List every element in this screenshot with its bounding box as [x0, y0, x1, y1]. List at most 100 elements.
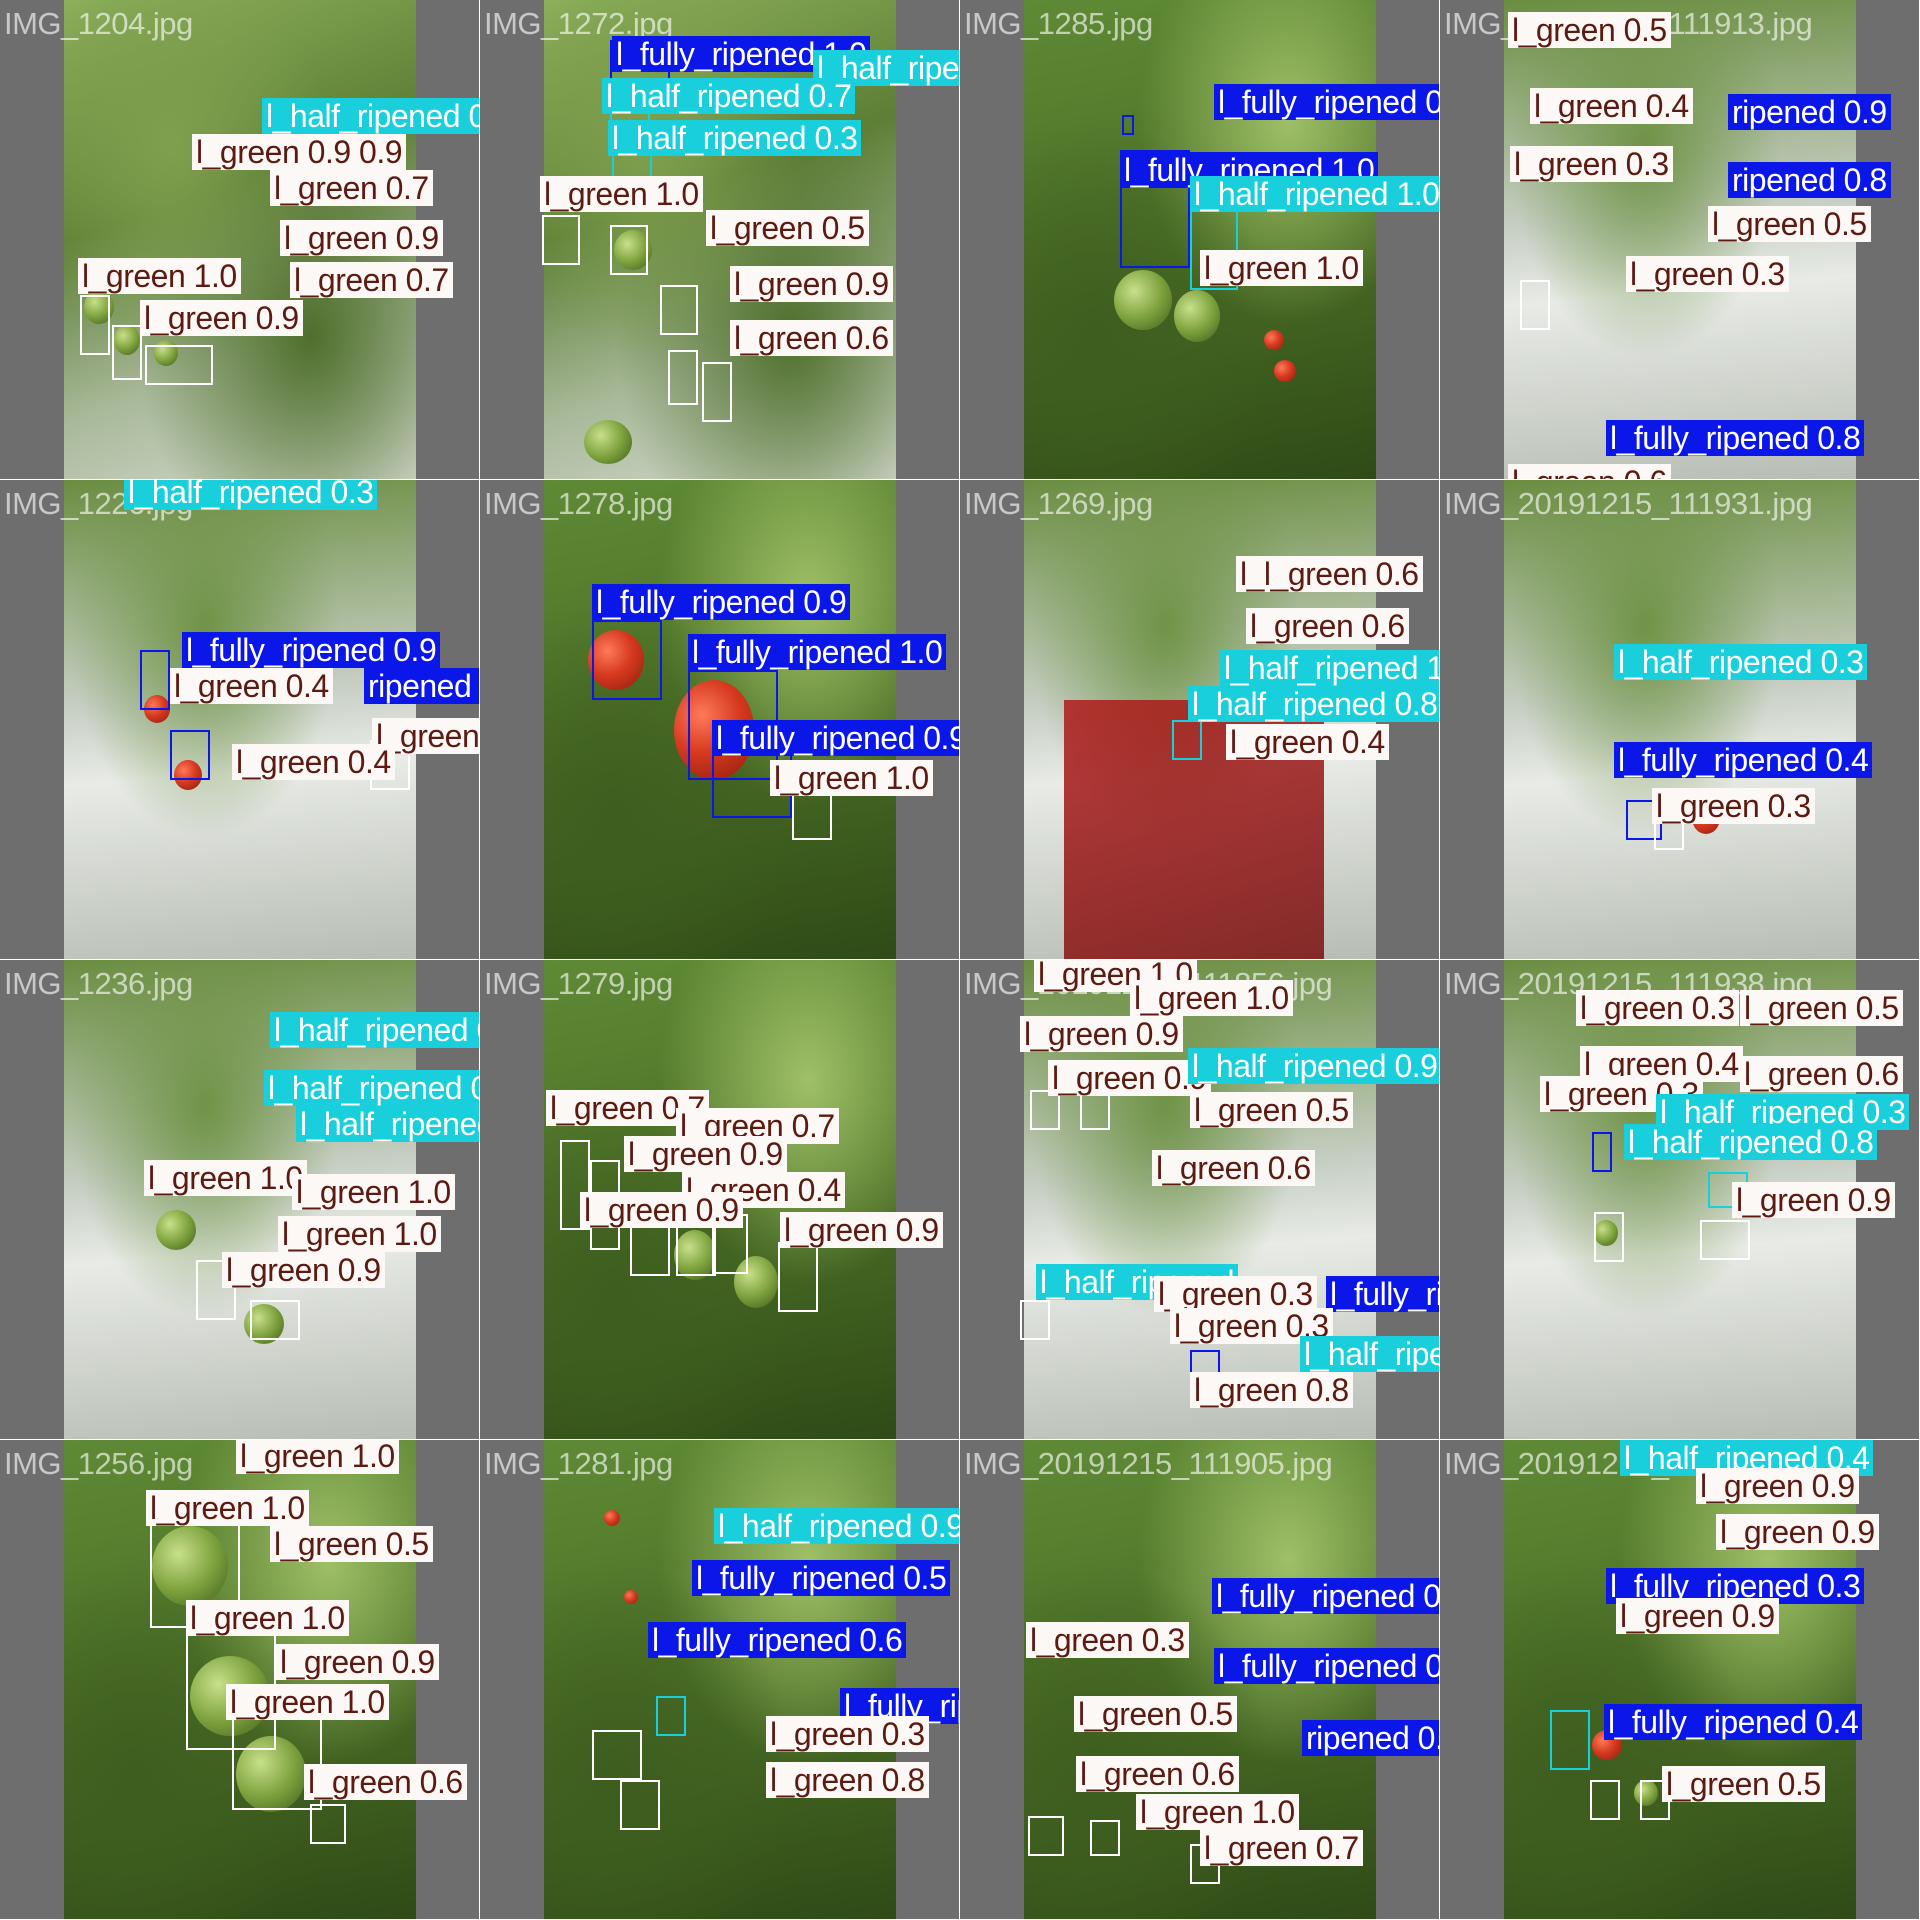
detection-label: l_green 0.5	[1190, 1092, 1353, 1128]
tile-filename: IMG_1281.jpg	[484, 1446, 673, 1481]
tile-photo	[1504, 1440, 1856, 1919]
tile-img-20191215-111938: IMG_20191215_111938.jpg l_green 0.3 l_gr…	[1440, 960, 1920, 1440]
detection-box	[1550, 1710, 1590, 1770]
detection-label: l_green 0.3	[1154, 1276, 1317, 1312]
detection-box	[702, 362, 732, 422]
detection-label: l_green 0.9	[280, 220, 443, 256]
detection-box	[660, 285, 698, 335]
tile-img-1285: IMG_1285.jpg l_fully_ripened 0.3 l_fully…	[960, 0, 1440, 480]
detection-label: l_fully_ripened 0.9	[592, 584, 851, 620]
detection-box	[145, 345, 213, 385]
detection-box	[1520, 280, 1550, 330]
detection-label: l_green 1.0	[226, 1684, 389, 1720]
detection-label: l_green 0.6	[1246, 608, 1409, 644]
detection-label: l_fully_ripened 0.9	[182, 632, 441, 668]
detection-box	[1120, 150, 1190, 268]
detection-label: l_half_ripened	[296, 1106, 479, 1142]
detection-box	[80, 295, 110, 355]
tile-filename: IMG_1279.jpg	[484, 966, 673, 1001]
detection-label: l_green 0.9	[624, 1136, 787, 1172]
detection-label: l_fully_ripened 0.4	[1614, 742, 1873, 778]
tile-photo	[64, 480, 416, 959]
detection-label: l_l_green 0.6	[1236, 556, 1423, 592]
detection-label: l_fully_ripened 0.8	[1606, 420, 1865, 456]
tile-img-1256: IMG_1256.jpg l_green 1.0 l_green 1.0 l_g…	[0, 1440, 480, 1920]
detection-label: l_green 0.3	[1626, 256, 1789, 292]
detection-box	[196, 1260, 236, 1320]
detection-box	[1172, 720, 1202, 760]
tile-img-1278: IMG_1278.jpg l_fully_ripened 0.9 l_fully…	[480, 480, 960, 960]
tile-filename: IMG_1285.jpg	[964, 6, 1153, 41]
detection-label: l_green 0.9	[1696, 1468, 1859, 1504]
detection-box	[1590, 1780, 1620, 1820]
detection-label: ripened 0.9	[1302, 1720, 1439, 1756]
detection-label: l_green 0.9	[730, 266, 893, 302]
detection-label: l_green 0.6	[730, 320, 893, 356]
tile-photo	[544, 480, 896, 959]
detection-box	[560, 1140, 590, 1230]
detection-label: l_green 1.0	[770, 760, 933, 796]
detection-label: l_green 0.9	[1020, 1016, 1183, 1052]
detection-label: l_fully_ripened 0.6	[1326, 1276, 1439, 1312]
detection-label: l_half_ripened 0.3	[1614, 644, 1868, 680]
tile-filename: IMG_1269.jpg	[964, 486, 1153, 521]
tile-filename: IMG_1204.jpg	[4, 6, 193, 41]
detection-label: l_half_ripened 0.9	[1188, 1048, 1439, 1084]
tile-img-20191215-111856: IMG_20191215_111856.jpg l_green 1.0 l_gr…	[960, 960, 1440, 1440]
tile-img-20191215-111905: IMG_20191215_111905.jpg l_fully_ripened …	[960, 1440, 1440, 1920]
detection-label: l_green 0.4	[232, 744, 395, 780]
detection-label: l_green 0.9	[1048, 1060, 1211, 1096]
detection-box	[170, 730, 210, 780]
detection-box	[1592, 1132, 1612, 1172]
detection-label: l_green 0.9	[222, 1252, 385, 1288]
detection-box	[1030, 1090, 1060, 1130]
detection-label: l_half_ripened 0.8	[1624, 1124, 1878, 1160]
detection-label: l_fully_ripened 0.9	[712, 720, 959, 756]
detection-label: l_green 0.6	[1076, 1756, 1239, 1792]
tile-filename: IMG_1256.jpg	[4, 1446, 193, 1481]
detection-label: l_green 0.3	[1026, 1622, 1189, 1658]
detection-box	[1594, 1212, 1624, 1262]
detection-label: l_green 1.0	[292, 1174, 455, 1210]
detection-label: l_fully_ripened 0.3	[1214, 84, 1439, 120]
tile-img-20191215-111901: IMG_20191215_111901.jpg l_half_ripened 0…	[1440, 1440, 1920, 1920]
detection-label: l_green 0.9 0.9	[192, 134, 406, 170]
detection-label: l_green 0.3	[1652, 788, 1815, 824]
detection-label: l_green 0.9	[276, 1644, 439, 1680]
detection-box	[250, 1300, 300, 1340]
tile-img-1272: IMG_1272.jpg l_fully_ripened 1.0 l_half_…	[480, 0, 960, 480]
detection-box	[610, 225, 648, 275]
detection-label: l_green 0.6	[304, 1764, 467, 1800]
tile-filename: IMG_20191215_111905.jpg	[964, 1446, 1333, 1481]
detection-label: l_green 0.5	[1074, 1696, 1237, 1732]
detection-label: l_green 0.3	[1576, 990, 1739, 1026]
detection-box	[668, 350, 698, 405]
detection-label: l_half_ripened 0.8	[264, 1070, 479, 1106]
detection-label: l_half_ripened 0.9	[1300, 1336, 1439, 1372]
detection-label: l_green 0.9	[580, 1192, 743, 1228]
detection-box	[1090, 1820, 1120, 1856]
detection-label: l_green 0.7	[1200, 1830, 1363, 1866]
tile-img-1236: IMG_1236.jpg l_half_ripened 0.4 l_half_r…	[0, 960, 480, 1440]
detection-label: l_green 0.3	[1510, 146, 1673, 182]
detection-label: l_green 0.9	[140, 300, 303, 336]
detection-box	[1122, 115, 1134, 135]
detection-label: l_green 1.0	[236, 1440, 399, 1474]
detection-label: l_green 0.8	[1190, 1372, 1353, 1408]
detection-label: l_green 0.9	[780, 1212, 943, 1248]
detection-box	[310, 1804, 346, 1844]
detection-label: l_green 0.5	[1662, 1766, 1825, 1802]
detection-label: l_green 1.0	[1136, 1794, 1299, 1830]
detection-label: l_green 0.3	[766, 1716, 929, 1752]
detection-box	[1028, 1816, 1064, 1856]
detection-label: l_fully_ripened 1.0	[688, 634, 947, 670]
detection-label: l_green 1.0	[1200, 250, 1363, 286]
detection-label: l_fully_ripened 0.5	[1214, 1648, 1439, 1684]
detection-box	[542, 215, 580, 265]
detection-box	[620, 1780, 660, 1830]
detection-label: l_green 1.0	[1130, 980, 1293, 1016]
detection-label: l_green 1.0	[144, 1160, 307, 1196]
detection-box	[1020, 1300, 1050, 1340]
tile-img-1204: IMG_1204.jpg l_half_ripened 0.9 l_green …	[0, 0, 480, 480]
tile-photo	[1024, 0, 1376, 479]
